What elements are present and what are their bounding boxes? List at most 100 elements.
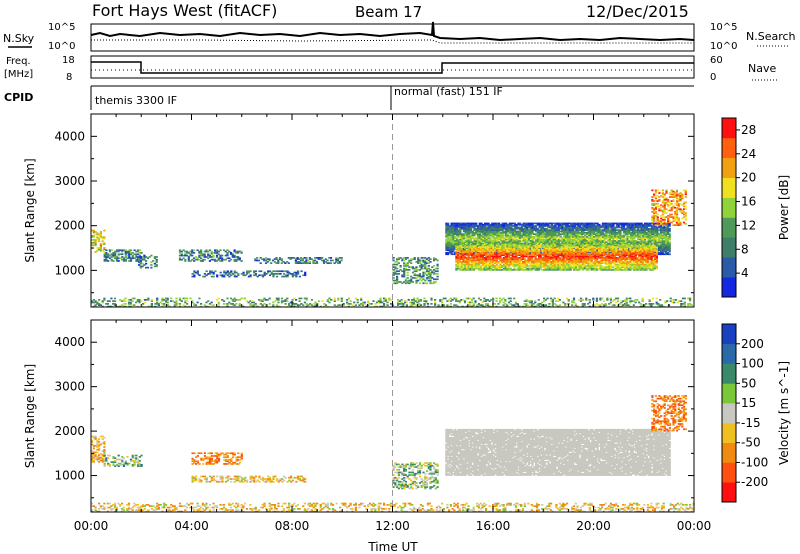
data-cell bbox=[487, 252, 490, 254]
data-cell bbox=[562, 269, 565, 271]
data-cell bbox=[91, 243, 94, 245]
data-cell bbox=[531, 244, 534, 246]
data-cell bbox=[596, 241, 599, 243]
data-cell bbox=[649, 233, 652, 235]
data-cell bbox=[148, 256, 151, 258]
data-cell bbox=[652, 222, 655, 225]
data-cell bbox=[462, 241, 466, 243]
data-cell bbox=[198, 256, 201, 258]
data-cell bbox=[308, 261, 311, 263]
data-cell bbox=[307, 262, 310, 264]
data-cell bbox=[293, 257, 296, 259]
data-cell bbox=[554, 234, 557, 237]
data-cell bbox=[536, 262, 539, 264]
data-cell bbox=[534, 247, 537, 250]
data-cell bbox=[548, 257, 551, 259]
data-cell bbox=[464, 230, 467, 233]
data-cell bbox=[275, 257, 278, 259]
data-cell bbox=[540, 241, 543, 243]
data-cell bbox=[567, 248, 571, 251]
data-cell bbox=[552, 227, 555, 230]
data-cell bbox=[492, 247, 495, 250]
data-cell bbox=[554, 241, 557, 243]
data-cell bbox=[92, 232, 95, 235]
data-cell bbox=[532, 262, 535, 264]
data-cell bbox=[536, 250, 539, 252]
data-cell bbox=[561, 226, 564, 229]
data-cell bbox=[578, 225, 582, 227]
data-cell bbox=[301, 258, 304, 260]
data-cell bbox=[608, 231, 611, 234]
data-cell bbox=[538, 265, 541, 267]
data-cell bbox=[659, 241, 662, 243]
data-cell bbox=[559, 233, 562, 235]
data-cell bbox=[506, 251, 509, 254]
data-cell bbox=[607, 225, 610, 227]
data-cell bbox=[647, 237, 650, 239]
data-cell bbox=[541, 257, 544, 259]
data-cell bbox=[472, 263, 476, 266]
data-cell bbox=[394, 270, 397, 273]
data-cell bbox=[584, 240, 587, 242]
data-cell bbox=[550, 243, 553, 246]
data-cell bbox=[295, 275, 298, 278]
data-cell bbox=[593, 230, 596, 233]
data-cell bbox=[529, 240, 532, 242]
data-cell bbox=[571, 255, 574, 258]
data-cell bbox=[415, 274, 418, 277]
data-cell bbox=[666, 245, 670, 247]
data-cell bbox=[526, 227, 529, 230]
data-cell bbox=[659, 225, 662, 227]
data-cell bbox=[458, 248, 461, 251]
data-cell bbox=[622, 226, 626, 229]
data-cell bbox=[529, 250, 532, 252]
data-cell bbox=[571, 233, 575, 235]
data-cell bbox=[640, 234, 643, 237]
data-cell bbox=[200, 257, 203, 260]
data-cell bbox=[568, 225, 571, 227]
data-cell bbox=[626, 230, 629, 233]
data-cell bbox=[651, 226, 654, 229]
data-cell bbox=[138, 264, 141, 266]
data-cell bbox=[217, 253, 220, 256]
data-cell bbox=[527, 233, 531, 235]
data-cell bbox=[464, 223, 467, 226]
data-cell bbox=[497, 250, 500, 252]
data-cell bbox=[555, 255, 558, 258]
data-cell bbox=[564, 265, 567, 267]
data-cell bbox=[628, 233, 631, 235]
data-cell bbox=[425, 274, 429, 277]
data-cell bbox=[124, 254, 127, 257]
data-cell bbox=[563, 229, 566, 231]
data-cell bbox=[532, 261, 535, 263]
data-cell bbox=[638, 236, 641, 238]
data-cell bbox=[541, 263, 544, 266]
data-cell bbox=[137, 253, 140, 256]
data-cell bbox=[487, 231, 490, 234]
data-cell bbox=[538, 269, 541, 271]
data-cell bbox=[466, 230, 469, 233]
data-cell bbox=[475, 225, 478, 227]
data-cell bbox=[520, 251, 523, 254]
data-cell bbox=[536, 229, 539, 231]
date-title: 12/Dec/2015 bbox=[586, 2, 689, 21]
data-cell bbox=[460, 243, 463, 246]
data-cell bbox=[455, 243, 458, 246]
data-cell bbox=[481, 269, 484, 271]
data-cell bbox=[663, 253, 666, 256]
data-cell bbox=[126, 250, 129, 253]
data-cell bbox=[448, 229, 451, 231]
data-cell bbox=[478, 237, 481, 239]
data-cell bbox=[556, 241, 559, 243]
data-cell bbox=[564, 230, 568, 233]
data-cell bbox=[538, 255, 541, 258]
freq-left-tick-high: 18 bbox=[62, 55, 75, 66]
data-cell bbox=[538, 263, 541, 266]
data-cell bbox=[480, 223, 483, 226]
data-cell bbox=[538, 236, 541, 238]
data-cell bbox=[479, 246, 483, 248]
data-cell bbox=[237, 273, 240, 275]
data-cell bbox=[178, 249, 182, 252]
data-cell bbox=[615, 229, 619, 231]
data-cell bbox=[455, 241, 458, 243]
